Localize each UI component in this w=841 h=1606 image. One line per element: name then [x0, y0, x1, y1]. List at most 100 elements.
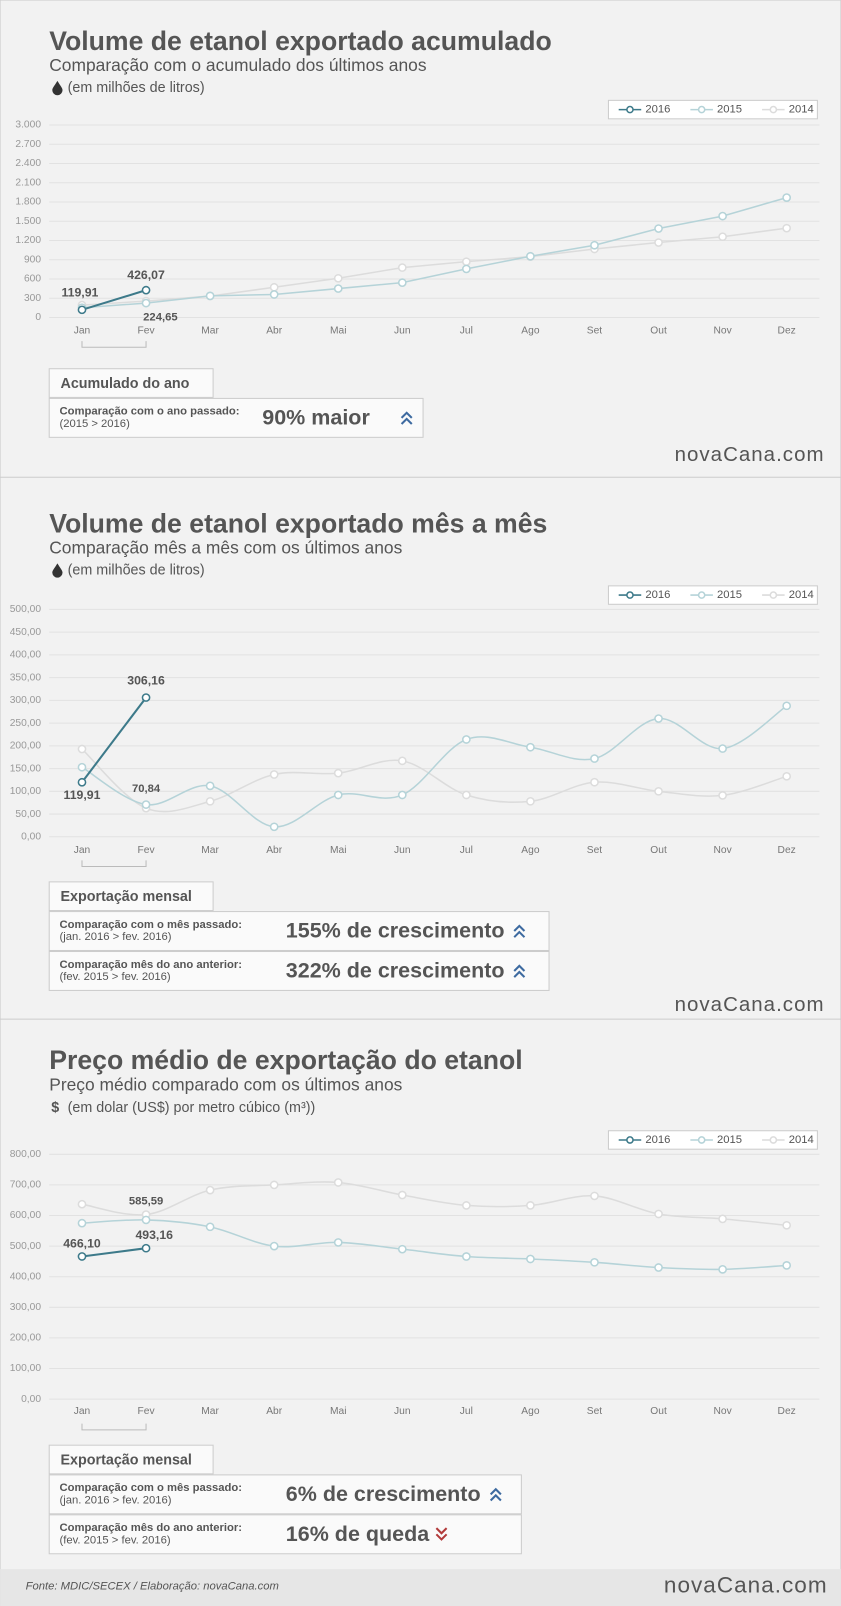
data-point	[654, 238, 663, 247]
trend-chevron	[513, 924, 526, 932]
data-point	[782, 193, 792, 202]
trend-chevron	[435, 1527, 448, 1535]
data-point	[205, 1185, 215, 1195]
data-point	[526, 796, 535, 806]
data-point	[77, 744, 87, 754]
y-tick-label: 800,00	[10, 1149, 42, 1160]
x-tick-label: Fev	[138, 326, 156, 337]
data-point	[782, 1220, 792, 1230]
x-tick-label: Ago	[521, 845, 540, 856]
y-tick-label: 900	[24, 254, 41, 265]
x-tick-label: Mai	[330, 326, 347, 337]
data-point	[782, 1261, 792, 1270]
period-bracket	[81, 341, 147, 348]
data-point	[397, 263, 407, 272]
row-detail: (jan. 2016 > fev. 2016)	[59, 931, 171, 943]
chart-title: Volume de etanol exportado acumulado	[49, 26, 552, 56]
x-tick-label: Mai	[330, 1406, 347, 1417]
x-tick-label: Nov	[714, 1406, 733, 1417]
data-point	[269, 822, 279, 832]
x-tick-label: Jan	[74, 845, 91, 856]
data-point	[590, 1191, 599, 1201]
chart-subtitle: Comparação mês a mês com os últimos anos	[49, 538, 402, 558]
data-point	[333, 1178, 343, 1187]
summary-header	[48, 1444, 214, 1475]
unit-note: (em milhões de litros)	[68, 562, 205, 578]
unit-note: (em dolar (US$) por metro cúbico (m³))	[68, 1100, 316, 1116]
data-point	[526, 742, 535, 752]
data-point	[141, 285, 151, 295]
y-tick-label: 300	[24, 293, 41, 304]
x-tick-label: Abr	[266, 326, 283, 337]
x-tick-label: Nov	[714, 326, 733, 337]
y-tick-label: 50,00	[15, 809, 41, 820]
trend-chevron	[513, 970, 526, 978]
legend-label: 2014	[789, 589, 814, 601]
row-result: 322% de crescimento	[286, 959, 505, 983]
x-tick-label: Jun	[394, 326, 411, 337]
x-tick-label: Jul	[460, 1406, 473, 1417]
row-result: 16% de queda	[286, 1522, 430, 1546]
footer-brand: novaCana.com	[664, 1572, 828, 1597]
data-point	[77, 762, 87, 772]
data-point	[718, 1265, 727, 1274]
legend-marker	[697, 105, 706, 114]
data-point	[141, 1243, 151, 1253]
data-label: 306,16	[127, 673, 165, 687]
summary-title: Exportação mensal	[60, 1452, 191, 1468]
data-point	[526, 251, 535, 261]
x-tick-label: Out	[650, 845, 667, 856]
summary-row	[48, 397, 424, 438]
trend-chevron	[489, 1487, 502, 1496]
data-point	[526, 1254, 535, 1264]
data-point	[397, 278, 407, 288]
y-tick-label: 300,00	[10, 695, 42, 706]
data-point	[590, 754, 599, 763]
trend-chevron	[435, 1533, 448, 1541]
row-label: Comparação com o mês passado:	[59, 1482, 242, 1494]
x-tick-label: Set	[587, 326, 603, 337]
row-detail: (jan. 2016 > fev. 2016)	[59, 1494, 171, 1506]
y-tick-label: 200,00	[10, 1333, 42, 1344]
data-point	[205, 1222, 215, 1232]
row-detail: (fev. 2015 > fev. 2016)	[59, 971, 170, 983]
data-label: 466,10	[63, 1236, 101, 1250]
data-point	[526, 1201, 535, 1210]
data-point	[77, 777, 87, 787]
data-point	[462, 264, 471, 274]
data-label: 119,91	[61, 286, 98, 300]
data-point	[654, 224, 663, 233]
data-point	[269, 1241, 279, 1251]
x-tick-label: Mar	[201, 1406, 219, 1417]
y-tick-label: 350,00	[10, 672, 42, 683]
x-tick-label: Fev	[138, 845, 156, 856]
summary-header	[48, 368, 214, 398]
data-point	[333, 273, 343, 283]
data-point	[333, 768, 343, 778]
y-tick-label: 700,00	[10, 1180, 42, 1191]
data-point	[782, 701, 792, 711]
x-tick-label: Fev	[138, 1406, 156, 1417]
y-tick-label: 0,00	[21, 832, 41, 843]
row-detail: (fev. 2015 > fev. 2016)	[59, 1534, 170, 1546]
y-tick-label: 2.100	[15, 177, 41, 188]
data-label: 585,59	[129, 1195, 163, 1207]
y-tick-label: 250,00	[10, 718, 42, 729]
row-label: Comparação mês do ano anterior:	[59, 1522, 242, 1534]
data-point	[141, 800, 151, 809]
data-point	[141, 1215, 151, 1225]
x-tick-label: Abr	[266, 1406, 283, 1417]
y-tick-label: 300,00	[10, 1302, 42, 1313]
period-bracket	[81, 1423, 147, 1431]
y-tick-label: 100,00	[10, 786, 42, 797]
x-tick-label: Jun	[394, 1406, 411, 1417]
y-tick-label: 3.000	[15, 120, 41, 131]
footer-source: Fonte: MDIC/SECEX / Elaboração: novaCana…	[26, 1581, 279, 1593]
section-brand: novaCana.com	[675, 443, 825, 466]
data-point	[462, 257, 471, 267]
x-tick-label: Dez	[778, 845, 796, 856]
trend-chevron	[400, 417, 413, 425]
data-point	[654, 1263, 663, 1272]
y-tick-label: 500,00	[10, 1241, 42, 1252]
